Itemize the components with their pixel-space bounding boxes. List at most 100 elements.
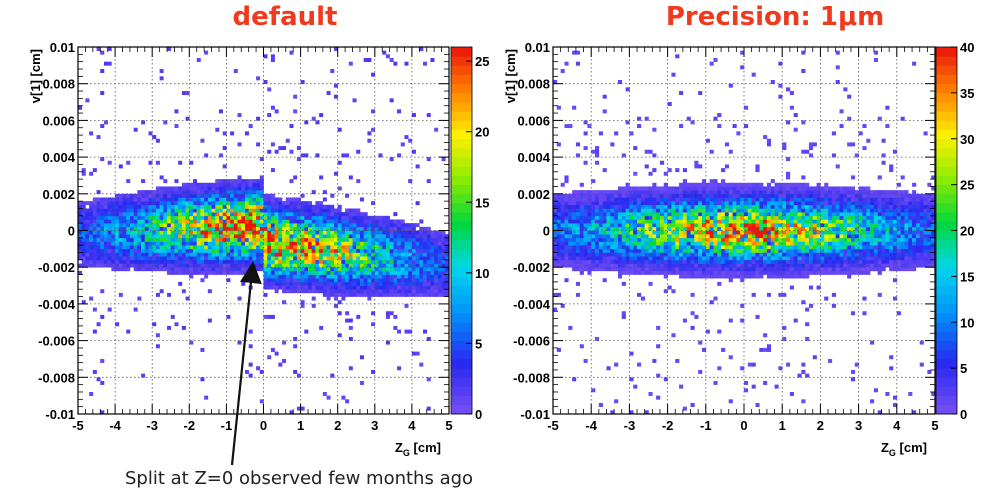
heatmap-cell bbox=[408, 281, 413, 286]
heatmap-cell bbox=[133, 267, 138, 272]
heatmap-cell bbox=[356, 314, 361, 319]
heatmap-cell bbox=[629, 197, 634, 202]
heatmap-cell bbox=[602, 201, 607, 206]
heatmap-cell bbox=[129, 212, 134, 217]
heatmap-cell bbox=[763, 263, 768, 268]
heatmap-cell bbox=[415, 281, 420, 286]
heatmap-cell bbox=[129, 223, 134, 228]
heatmap-cell bbox=[267, 259, 272, 264]
heatmap-cell bbox=[579, 263, 584, 268]
heatmap-cell bbox=[244, 237, 249, 242]
heatmap-cell bbox=[222, 230, 227, 235]
heatmap-cell bbox=[614, 197, 619, 202]
heatmap-cell bbox=[556, 215, 561, 220]
heatmap-cell bbox=[426, 113, 431, 118]
heatmap-cell bbox=[572, 234, 577, 239]
heatmap-cell bbox=[744, 234, 749, 239]
heatmap-cell bbox=[300, 237, 305, 242]
color-bar-segment bbox=[451, 331, 472, 342]
heatmap-cell bbox=[621, 230, 626, 235]
heatmap-cell bbox=[568, 226, 573, 231]
heatmap-cell bbox=[348, 61, 353, 66]
heatmap-cell bbox=[371, 311, 376, 316]
heatmap-cell bbox=[766, 223, 772, 228]
heatmap-cell bbox=[587, 270, 592, 275]
heatmap-cell bbox=[835, 197, 840, 202]
heatmap-cell bbox=[181, 267, 186, 272]
heatmap-cell bbox=[774, 234, 779, 239]
heatmap-cell bbox=[259, 204, 264, 209]
heatmap-cell bbox=[78, 226, 83, 231]
heatmap-cell bbox=[423, 256, 428, 261]
heatmap-cell bbox=[721, 223, 726, 228]
heatmap-cell bbox=[408, 263, 413, 268]
heatmap-cell bbox=[133, 215, 138, 220]
heatmap-cell bbox=[256, 234, 261, 239]
heatmap-cell bbox=[367, 285, 372, 290]
heatmap-cell bbox=[572, 197, 577, 202]
heatmap-cell bbox=[640, 263, 645, 268]
heatmap-cell bbox=[348, 245, 353, 250]
heatmap-cell bbox=[167, 245, 172, 250]
heatmap-cell bbox=[230, 245, 235, 250]
heatmap-cell bbox=[637, 230, 642, 235]
heatmap-cell bbox=[770, 237, 775, 242]
heatmap-cell bbox=[747, 263, 752, 268]
heatmap-cell bbox=[289, 215, 294, 220]
heatmap-cell bbox=[419, 267, 424, 272]
heatmap-cell bbox=[296, 289, 301, 294]
heatmap-cell bbox=[793, 274, 798, 279]
heatmap-cell bbox=[637, 270, 642, 275]
heatmap-cell bbox=[400, 281, 405, 286]
heatmap-cell bbox=[587, 230, 592, 235]
heatmap-cell bbox=[820, 212, 825, 217]
heatmap-cell bbox=[614, 237, 619, 242]
heatmap-cell bbox=[560, 215, 565, 220]
heatmap-cell bbox=[181, 230, 186, 235]
heatmap-cell bbox=[568, 252, 573, 257]
heatmap-cell bbox=[556, 219, 561, 224]
heatmap-cell bbox=[274, 263, 279, 268]
heatmap-cell bbox=[222, 219, 227, 224]
heatmap-cell bbox=[698, 204, 703, 209]
heatmap-cell bbox=[709, 267, 714, 272]
heatmap-cell bbox=[311, 212, 316, 217]
heatmap-cell bbox=[445, 252, 450, 257]
heatmap-cell bbox=[640, 208, 645, 213]
heatmap-cell bbox=[233, 270, 238, 275]
heatmap-cell bbox=[252, 186, 257, 191]
heatmap-cell bbox=[709, 208, 714, 213]
heatmap-cell bbox=[801, 204, 806, 209]
heatmap-cell bbox=[614, 193, 619, 198]
heatmap-cell bbox=[633, 226, 638, 231]
heatmap-cell bbox=[614, 226, 619, 231]
heatmap-cell bbox=[233, 230, 238, 235]
heatmap-cell bbox=[181, 215, 186, 220]
heatmap-cell bbox=[721, 212, 726, 217]
heatmap-cell bbox=[423, 245, 428, 250]
heatmap-cell bbox=[397, 278, 402, 283]
heatmap-cell bbox=[713, 245, 718, 250]
heatmap-cell bbox=[293, 219, 298, 224]
heatmap-cell bbox=[415, 351, 420, 356]
heatmap-cell bbox=[763, 186, 768, 191]
heatmap-cell bbox=[751, 201, 756, 206]
heatmap-cell bbox=[572, 256, 577, 261]
heatmap-cell bbox=[404, 289, 409, 294]
heatmap-cell bbox=[713, 179, 718, 184]
heatmap-cell bbox=[434, 230, 439, 235]
heatmap-cell bbox=[411, 149, 416, 154]
heatmap-cell bbox=[359, 285, 364, 290]
heatmap-cell bbox=[148, 204, 153, 209]
heatmap-cell bbox=[751, 230, 756, 235]
heatmap-cell bbox=[408, 289, 413, 294]
heatmap-cell bbox=[129, 230, 134, 235]
heatmap-cell bbox=[389, 157, 394, 162]
heatmap-cell bbox=[155, 197, 160, 202]
heatmap-cell bbox=[721, 226, 726, 231]
heatmap-cell bbox=[337, 270, 342, 275]
heatmap-cell bbox=[359, 256, 364, 261]
heatmap-cell bbox=[564, 193, 569, 198]
heatmap-cell bbox=[185, 215, 190, 220]
heatmap-cell bbox=[159, 234, 164, 239]
